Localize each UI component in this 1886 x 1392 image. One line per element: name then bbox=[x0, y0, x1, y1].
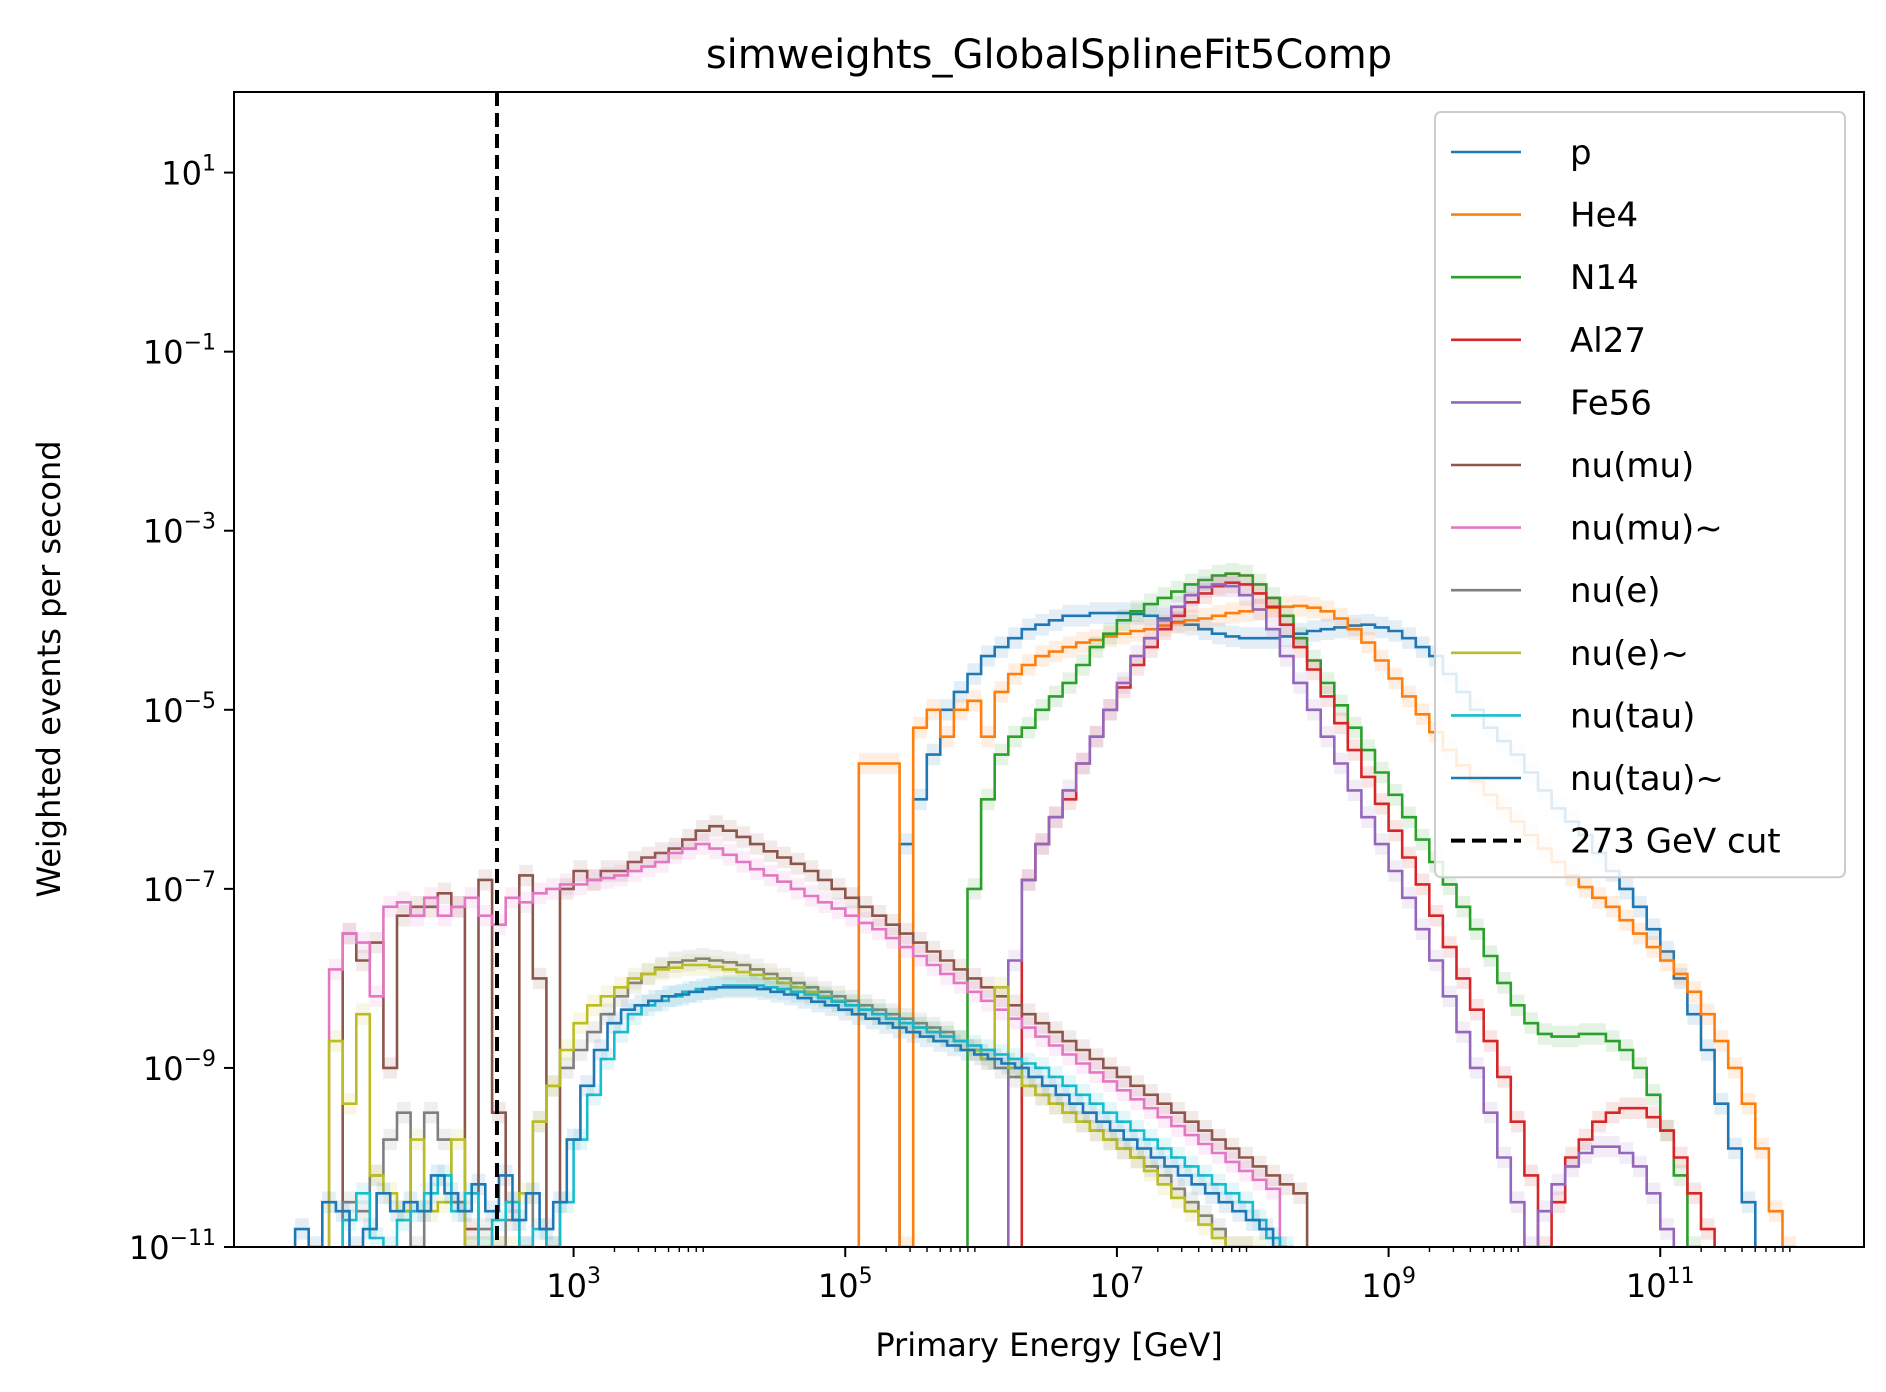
legend-label: N14 bbox=[1570, 258, 1639, 298]
series-nu-mu--band bbox=[329, 833, 1280, 1200]
y-tick-label: 10−3 bbox=[143, 510, 216, 551]
series-nu-tau--line bbox=[293, 986, 1287, 1247]
x-axis-ticks: 103 105 107 109 1011 bbox=[546, 1247, 1791, 1305]
series-p-band bbox=[899, 602, 1756, 1213]
x-tick-label: 105 bbox=[818, 1264, 873, 1305]
legend-label: Fe56 bbox=[1570, 383, 1652, 423]
x-tick-label: 1011 bbox=[1626, 1264, 1695, 1305]
legend-label: nu(mu)~ bbox=[1570, 509, 1723, 549]
y-axis-label: Weighted events per second bbox=[30, 440, 68, 897]
y-tick-label: 10−7 bbox=[143, 868, 216, 909]
series-he4-line bbox=[857, 604, 1797, 1247]
legend-label: nu(mu) bbox=[1570, 446, 1694, 486]
series-fe56-line bbox=[1007, 583, 1676, 1247]
y-tick-label: 10−5 bbox=[143, 689, 216, 730]
y-tick-label: 10−11 bbox=[129, 1226, 216, 1267]
series-nu-mu--line bbox=[341, 824, 1309, 1247]
x-tick-label: 109 bbox=[1361, 1264, 1416, 1305]
x-tick-label: 103 bbox=[546, 1264, 601, 1305]
legend-label: 273 GeV cut bbox=[1570, 822, 1781, 862]
y-tick-label: 101 bbox=[161, 152, 216, 193]
legend-box bbox=[1434, 111, 1846, 879]
series-nu-e--line bbox=[327, 963, 1267, 1247]
plot-area bbox=[293, 92, 1797, 1247]
legend: p He4 N14 Al27 Fe56 nu(mu) nu(mu)~ nu(e) nu(e)~ n… bbox=[1434, 111, 1846, 879]
y-tick-label: 10−1 bbox=[143, 331, 216, 372]
y-tick-label: 10−9 bbox=[143, 1047, 216, 1088]
legend-label: nu(e) bbox=[1570, 571, 1661, 611]
x-tick-label: 107 bbox=[1090, 1264, 1145, 1305]
plot-frame bbox=[233, 91, 1865, 1248]
legend-label: nu(tau) bbox=[1570, 696, 1695, 736]
legend-label: nu(tau)~ bbox=[1570, 759, 1724, 799]
legend-label: Al27 bbox=[1570, 321, 1646, 361]
y-axis-ticks: 101 10−1 10−3 10−5 10−7 10−9 10−11 bbox=[129, 152, 234, 1267]
legend-label: He4 bbox=[1570, 196, 1638, 236]
x-axis-label: Primary Energy [GeV] bbox=[875, 1326, 1222, 1364]
legend-label: p bbox=[1570, 133, 1592, 173]
series-nu-mu--line bbox=[327, 842, 1282, 1247]
chart-title: simweights_GlobalSplineFit5Comp bbox=[706, 32, 1392, 78]
legend-label: nu(e)~ bbox=[1570, 634, 1689, 674]
series-nu-tau--line bbox=[341, 984, 1294, 1247]
